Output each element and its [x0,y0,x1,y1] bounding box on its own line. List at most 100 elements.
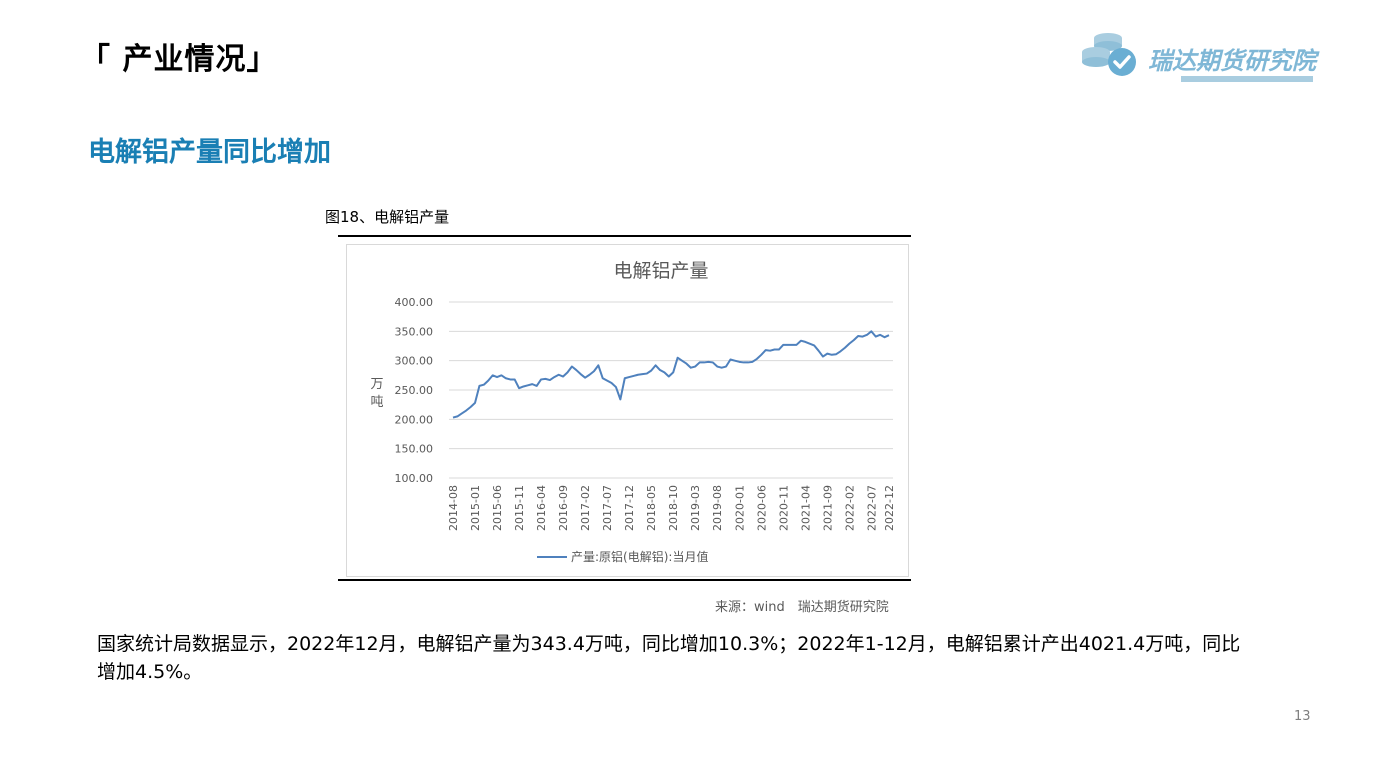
figure-bottom-rule [338,579,911,581]
data-point [677,357,679,359]
x-tick-label: 2015-11 [513,485,526,531]
x-tick-label: 2016-04 [535,485,548,531]
data-point [589,374,591,376]
data-point [782,344,784,346]
data-point [672,371,674,373]
data-point [685,363,687,365]
data-point [707,361,709,363]
data-point [633,375,635,377]
data-point [844,347,846,349]
x-tick-label: 2020-06 [755,485,768,531]
data-point [729,358,731,360]
data-point [699,361,701,363]
data-point [690,367,692,369]
x-tick-label: 2021-09 [821,485,834,531]
chart-title: 电解铝产量 [613,260,708,282]
data-point [681,360,683,362]
data-point [743,361,745,363]
x-tick-label: 2020-01 [733,485,746,531]
logo-text: 瑞达期货研究院 [1148,47,1316,75]
data-point [879,334,881,336]
data-point [751,361,753,363]
data-point [721,367,723,369]
data-point [668,376,670,378]
data-point [483,384,485,386]
data-point [624,377,626,379]
x-tick-label: 2016-09 [557,485,570,531]
data-point [840,350,842,352]
data-point [659,369,661,371]
data-point [888,334,890,336]
series-line-electrolytic-aluminum [452,330,890,419]
data-point [738,361,740,363]
x-tick-label: 2015-06 [491,485,504,531]
y-axis-label-char: 吨 [370,395,383,410]
x-tick-label: 2017-02 [579,485,592,531]
data-point [641,373,643,375]
data-point [522,385,524,387]
data-point [637,374,639,376]
slide-subtitle: 电解铝产量同比增加 [88,137,331,168]
data-point [712,361,714,363]
data-point [756,358,758,360]
data-point [597,364,599,366]
data-point [650,370,652,372]
x-tick-label: 2018-10 [667,485,680,531]
data-point [492,374,494,376]
data-point [606,380,608,382]
data-point [884,336,886,338]
x-tick-label: 2020-11 [777,485,790,531]
data-point [474,402,476,404]
data-point [615,386,617,388]
data-point [694,366,696,368]
data-point [655,364,657,366]
data-point [602,377,604,379]
y-tick-label: 150.00 [395,443,434,456]
data-point [857,335,859,337]
x-tick-label: 2014-08 [447,485,460,531]
data-point [796,344,798,346]
data-point [580,373,582,375]
figure-caption: 图18、电解铝产量 [325,208,450,226]
data-point [536,385,538,387]
figure-top-rule [338,235,911,237]
data-point [505,377,507,379]
data-point [813,344,815,346]
data-point [787,344,789,346]
data-point [514,378,516,380]
data-point [518,387,520,389]
data-point [575,369,577,371]
x-tick-label: 2018-05 [645,485,658,531]
data-point [804,341,806,343]
x-tick-label: 2019-03 [689,485,702,531]
data-point [562,376,564,378]
x-tick-label: 2017-12 [623,485,636,531]
data-point [628,376,630,378]
line-chart: 电解铝产量 100.00 150.00 200.00 250.00 300.00 350.0… [370,260,896,564]
data-point [800,340,802,342]
data-point [848,343,850,345]
data-point [875,336,877,338]
data-point [470,406,472,408]
y-tick-label: 400.00 [395,296,434,309]
data-point [853,339,855,341]
chart-area: 电解铝产量 100.00 150.00 200.00 250.00 300.00 350.0… [346,244,909,577]
figure-source: 来源：wind 瑞达期货研究院 [715,600,889,615]
data-point [835,353,837,355]
section-title: 「 产业情况」 [80,42,278,77]
data-point [487,380,489,382]
x-tick-label: 2019-08 [711,485,724,531]
company-logo: 瑞达期货研究院 [1076,26,1316,86]
x-tick-label: 2022-07 [865,485,878,531]
coins-check-icon [1082,33,1136,76]
data-point [734,360,736,362]
logo-underline [1181,76,1313,82]
data-point [870,330,872,332]
data-point [567,371,569,373]
data-point [747,361,749,363]
y-tick-label: 350.00 [395,325,434,338]
data-point [831,354,833,356]
body-paragraph: 国家统计局数据显示，2022年12月，电解铝产量为343.4万吨，同比增加10.… [97,633,1241,683]
data-point [500,374,502,376]
data-point [646,373,648,375]
